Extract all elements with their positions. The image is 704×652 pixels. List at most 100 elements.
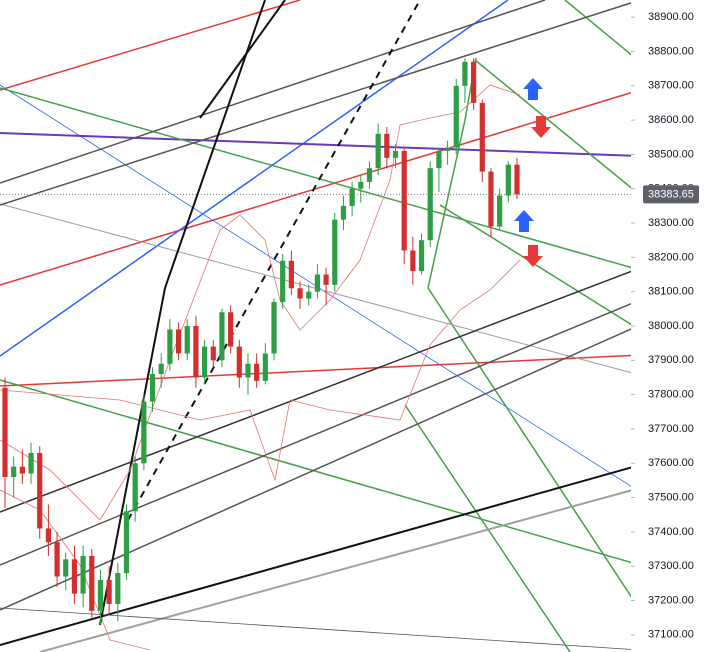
trend-line: [99, 0, 266, 626]
candle-body: [471, 61, 477, 103]
candle-body: [2, 387, 8, 477]
y-tick-label: 38300.00: [648, 217, 694, 229]
candle-body: [193, 326, 199, 378]
trend-line: [439, 204, 641, 331]
trend-line: [404, 404, 571, 652]
candle-body: [219, 312, 225, 361]
trend-line: [199, 0, 286, 119]
trend-line: [564, 0, 641, 63]
candle-body: [184, 326, 190, 354]
candle-body: [514, 164, 520, 195]
trend-line: [0, 0, 509, 357]
candle-body: [132, 463, 138, 512]
y-tick-label: 38200.00: [648, 251, 694, 263]
candle-body: [97, 579, 104, 611]
candle-body: [323, 274, 329, 285]
candle-body: [497, 195, 503, 227]
candle-body: [175, 329, 182, 354]
trend-line: [0, 379, 641, 566]
trend-line: [0, 132, 641, 157]
candle-body: [462, 61, 468, 86]
y-tick-label: 38000.00: [648, 320, 694, 332]
signal-arrow: [523, 78, 543, 100]
y-tick-label: 37300.00: [648, 560, 694, 572]
candle-body: [488, 171, 494, 227]
last-price-label: 38383.65: [648, 188, 694, 200]
y-tick-label: 38700.00: [648, 80, 694, 92]
trend-line: [0, 89, 641, 286]
y-tick-label: 37600.00: [648, 457, 694, 469]
candle-body: [71, 559, 78, 594]
candle-body: [375, 133, 381, 169]
trend-line: [0, 267, 641, 513]
last-price-tag: [643, 185, 699, 204]
y-tick-label: 38900.00: [648, 11, 694, 23]
candle-body: [280, 260, 286, 302]
candle-body: [167, 329, 173, 364]
candle-body: [401, 150, 407, 251]
candle-body: [410, 250, 416, 272]
y-tick-label: 37800.00: [648, 389, 694, 401]
candle-body: [11, 466, 17, 477]
trend-line: [0, 354, 641, 387]
y-tick-label: 38600.00: [648, 114, 694, 126]
candle-body: [228, 312, 234, 347]
candle-body: [479, 102, 485, 172]
trend-line: [39, 487, 641, 652]
candle-body: [358, 181, 364, 189]
y-tick-label: 38100.00: [648, 286, 694, 298]
candle-body: [115, 573, 121, 604]
candle-body: [236, 346, 242, 378]
band-line: [0, 489, 151, 651]
candle-body: [141, 401, 147, 464]
candle-body: [149, 374, 156, 402]
trend-line: [0, 464, 641, 646]
candle-body: [271, 301, 277, 354]
drawings: [0, 0, 641, 652]
candle-body: [201, 346, 208, 378]
candle-body: [63, 559, 69, 577]
trend-line: [0, 0, 546, 184]
trend-line: [0, 607, 641, 651]
signal-arrow: [514, 210, 534, 232]
candles: [2, 58, 520, 625]
candle-body: [262, 353, 268, 381]
price-axis: [631, 0, 704, 652]
candle-body: [392, 150, 399, 158]
candle-body: [453, 85, 459, 148]
trend-line: [474, 59, 641, 196]
trend-line: [127, 0, 421, 521]
band-line: [0, 259, 521, 482]
candle-body: [254, 363, 260, 381]
candle-body: [45, 528, 51, 543]
band-line: [0, 84, 521, 521]
candle-body: [427, 168, 433, 241]
candle-body: [332, 219, 338, 285]
y-tick-label: 38800.00: [648, 45, 694, 57]
signal-arrow: [523, 245, 543, 267]
candle-body: [245, 363, 251, 378]
candle-body: [444, 147, 451, 151]
trend-line: [427, 57, 477, 289]
candle-body: [54, 542, 60, 577]
candle-body: [349, 188, 355, 206]
trend-line: [0, 0, 301, 91]
candle-body: [28, 452, 34, 474]
candle-body: [384, 133, 390, 158]
candle-body: [37, 452, 43, 529]
signal-arrow: [531, 116, 551, 138]
y-tick-label: 37100.00: [648, 629, 694, 641]
candle-body: [306, 291, 312, 299]
candle-body: [19, 466, 25, 474]
y-tick-label: 37400.00: [648, 526, 694, 538]
y-tick-label: 37500.00: [648, 491, 694, 503]
y-tick-label: 37900.00: [648, 354, 694, 366]
candle-body: [314, 274, 321, 292]
candle-body: [297, 288, 303, 299]
trend-line: [0, 299, 641, 566]
trend-line: [0, 324, 641, 611]
y-tick-label: 37200.00: [648, 594, 694, 606]
candle-body: [123, 511, 130, 574]
candle-body: [366, 168, 373, 182]
